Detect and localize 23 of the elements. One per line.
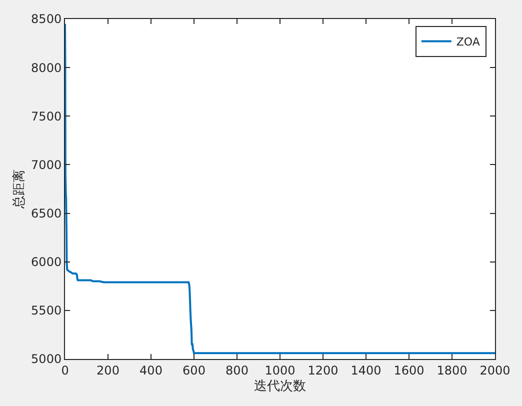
y-tick-label: 7000 <box>31 158 62 172</box>
y-tick-label: 8500 <box>31 12 62 26</box>
x-tick-label: 800 <box>226 363 248 378</box>
x-tick-label: 1400 <box>350 363 382 378</box>
x-tick-label: 2000 <box>480 363 510 378</box>
y-tick-label: 5000 <box>31 352 62 366</box>
x-tick-label: 1000 <box>264 363 296 378</box>
x-tick-label: 1600 <box>394 363 424 378</box>
y-tick-label: 6000 <box>31 255 62 270</box>
line-series <box>65 22 495 354</box>
y-tick-label: 6500 <box>31 206 62 220</box>
y-axis-title: 总距离 <box>11 170 28 210</box>
x-tick-label: 1200 <box>308 363 338 378</box>
y-tick-label: 8000 <box>31 60 62 75</box>
x-tick-label: 200 <box>96 363 120 378</box>
x-axis-title: 迭代次数 <box>254 379 306 394</box>
legend-label: ZOA <box>456 36 480 49</box>
x-tick-label: 400 <box>140 363 162 378</box>
x-tick-label: 600 <box>182 363 206 378</box>
x-tick-label: 1800 <box>436 363 468 378</box>
x-tick-label: 0 <box>61 363 69 378</box>
y-tick-label: 7500 <box>31 109 62 124</box>
y-tick-label: 5500 <box>31 304 62 318</box>
